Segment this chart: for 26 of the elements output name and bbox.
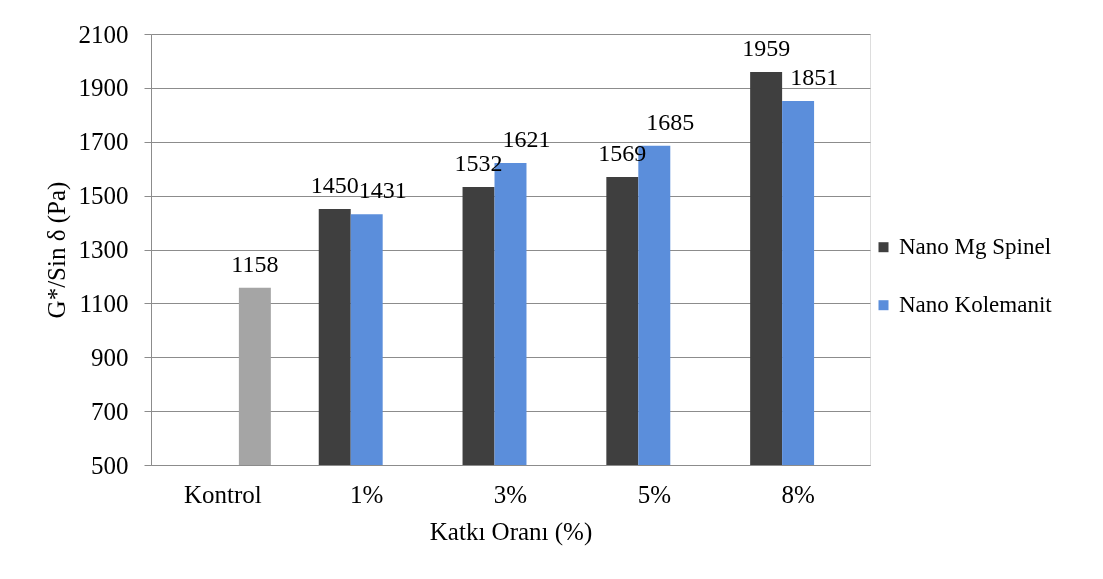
y-tick-label: 2100 <box>78 20 129 48</box>
y-tick-label: 1100 <box>79 289 129 317</box>
y-axis-title: G*/Sin δ (Pa) <box>42 181 71 319</box>
data-label: 1685 <box>646 108 695 135</box>
x-tick-label: 8% <box>781 480 815 508</box>
y-tick-label: 1500 <box>78 182 129 210</box>
legend-label: Nano Kolemanit <box>899 292 1053 318</box>
y-tick-label: 1300 <box>78 236 129 263</box>
x-tick-label: 5% <box>637 480 671 508</box>
y-tick-label: 1700 <box>78 128 129 156</box>
y-tick-label: 1900 <box>78 74 129 102</box>
data-label: 1450 <box>310 172 359 199</box>
legend-label: Nano Mg Spinel <box>899 234 1052 260</box>
x-tick-label: 3% <box>493 480 528 508</box>
x-axis-title: Katkı Oranı (%) <box>429 517 593 546</box>
data-label: 1431 <box>358 177 407 204</box>
data-label: 1158 <box>231 250 279 277</box>
y-tick-label: 500 <box>91 451 129 479</box>
data-label: 1959 <box>742 34 791 61</box>
y-tick-label: 900 <box>91 343 129 371</box>
x-tick-label: 1% <box>350 480 384 508</box>
data-label: 1532 <box>454 150 503 177</box>
x-tick-label: Kontrol <box>184 480 262 508</box>
data-label: 1621 <box>502 126 551 153</box>
y-tick-label: 700 <box>91 397 129 425</box>
data-label: 1851 <box>790 64 839 91</box>
